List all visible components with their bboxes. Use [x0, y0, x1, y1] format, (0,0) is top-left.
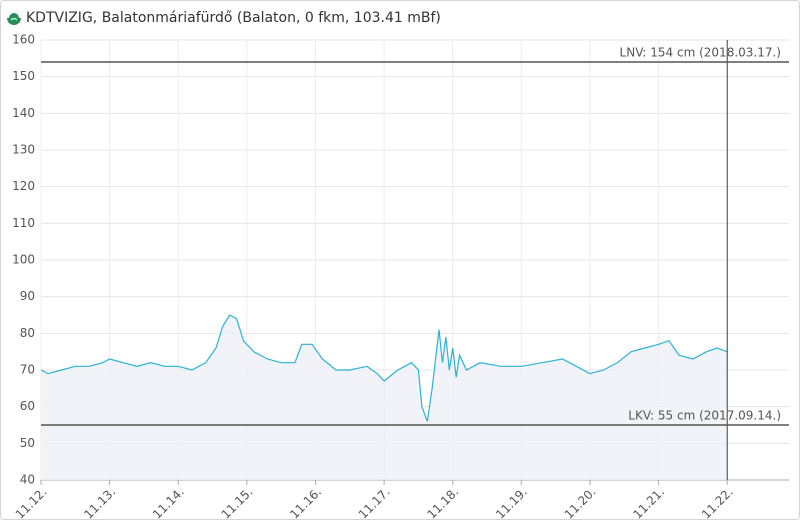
reference-label: LKV: 55 cm (2017.09.14.): [628, 409, 781, 423]
y-tick-label: 80: [20, 326, 35, 340]
y-tick-label: 90: [20, 289, 35, 303]
x-tick-label: 11.21.: [630, 485, 667, 520]
y-tick-label: 120: [12, 179, 35, 193]
x-tick-label: 11.22.: [699, 485, 736, 520]
y-tick-label: 140: [12, 106, 35, 120]
x-tick-label: 11.15.: [219, 485, 256, 520]
chart-title: KDTVIZIG, Balatonmáriafürdő (Balaton, 0 …: [26, 10, 441, 26]
logo-icon: [7, 11, 21, 25]
x-tick-label: 11.17.: [356, 485, 393, 520]
y-tick-label: 100: [12, 253, 35, 267]
x-tick-label: 11.13.: [81, 485, 118, 520]
x-tick-label: 11.14.: [150, 485, 187, 520]
x-tick-label: 11.20.: [562, 485, 599, 520]
y-tick-label: 50: [20, 436, 35, 450]
y-tick-label: 60: [20, 399, 35, 413]
x-tick-label: 11.19.: [493, 485, 530, 520]
y-tick-label: 110: [12, 216, 35, 230]
area: [41, 315, 728, 480]
y-tick-label: 160: [12, 33, 35, 47]
x-tick-label: 11.12.: [13, 485, 50, 520]
reference-label: LNV: 154 cm (2018.03.17.): [620, 46, 781, 60]
x-tick-label: 11.16.: [287, 485, 324, 520]
y-tick-label: 40: [20, 473, 35, 487]
line: [40, 314, 728, 422]
y-tick-label: 150: [12, 69, 35, 83]
y-tick-label: 130: [12, 143, 35, 157]
x-tick-label: 11.18.: [424, 485, 461, 520]
y-tick-label: 70: [20, 363, 35, 377]
